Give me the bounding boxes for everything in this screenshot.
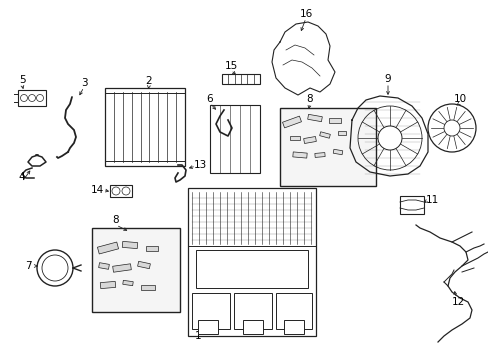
Bar: [337, 131, 346, 135]
Bar: [105, 88, 184, 166]
Bar: [187, 188, 315, 336]
Bar: [110, 185, 132, 197]
Circle shape: [377, 126, 401, 150]
Bar: [122, 241, 138, 249]
Text: 1: 1: [194, 331, 201, 341]
Bar: [99, 263, 109, 269]
Text: 11: 11: [425, 195, 438, 205]
Bar: [97, 242, 118, 254]
Bar: [196, 250, 307, 288]
Bar: [332, 149, 342, 155]
Bar: [112, 264, 131, 272]
Bar: [92, 228, 180, 312]
Text: 6: 6: [206, 94, 213, 104]
Circle shape: [427, 104, 475, 152]
Text: 2: 2: [145, 76, 152, 86]
Bar: [122, 280, 133, 286]
Bar: [192, 293, 229, 329]
Bar: [289, 136, 299, 140]
Bar: [234, 293, 271, 329]
Text: 10: 10: [452, 94, 466, 104]
Text: 3: 3: [81, 78, 87, 88]
Bar: [18, 90, 46, 106]
Circle shape: [28, 94, 36, 102]
Bar: [314, 153, 325, 157]
Text: 8: 8: [306, 94, 313, 104]
Text: 14: 14: [90, 185, 103, 195]
Text: 13: 13: [193, 160, 206, 170]
Bar: [275, 293, 311, 329]
Bar: [303, 136, 316, 144]
Bar: [307, 114, 322, 122]
Bar: [282, 116, 301, 128]
Bar: [100, 282, 116, 289]
Text: 12: 12: [450, 297, 464, 307]
Bar: [328, 117, 340, 122]
Circle shape: [122, 187, 130, 195]
Bar: [284, 320, 304, 334]
Bar: [292, 152, 306, 158]
Bar: [319, 132, 330, 138]
Bar: [209, 105, 260, 173]
Text: 15: 15: [224, 61, 237, 71]
Circle shape: [443, 120, 459, 136]
Bar: [222, 74, 260, 84]
Text: 16: 16: [299, 9, 312, 19]
Bar: [141, 284, 155, 289]
Bar: [399, 196, 423, 214]
Bar: [146, 246, 158, 251]
Bar: [280, 108, 375, 186]
Bar: [243, 320, 263, 334]
Text: 9: 9: [384, 74, 390, 84]
Text: 7: 7: [24, 261, 31, 271]
Text: 5: 5: [19, 75, 25, 85]
Text: 8: 8: [112, 215, 119, 225]
Bar: [137, 261, 150, 269]
Circle shape: [112, 187, 120, 195]
Text: 4: 4: [19, 172, 25, 182]
Circle shape: [37, 94, 43, 102]
Circle shape: [20, 94, 27, 102]
Bar: [198, 320, 218, 334]
